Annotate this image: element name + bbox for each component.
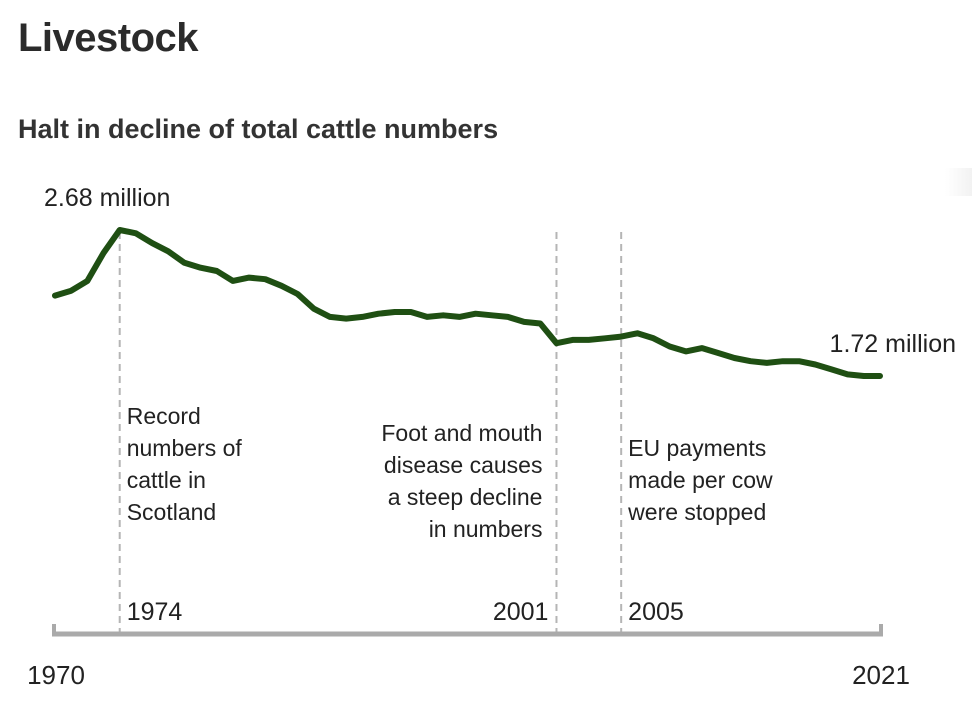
event-annotation-1974-line-4: Scotland [127,499,217,525]
event-annotation-2001-line-2: disease causes [384,452,543,478]
event-annotation-2001-line-3: a steep decline [388,484,543,510]
peak-value-label: 2.68 million [44,184,170,212]
x-tick-label-start: 1970 [27,660,85,690]
event-year-label-1974: 1974 [127,598,183,626]
event-annotation-2001-line-1: Foot and mouth [381,420,542,446]
x-axis [52,624,883,637]
cattle-numbers-line [52,227,883,379]
page-heading: Livestock [18,16,199,60]
event-year-label-2001: 2001 [493,598,549,626]
event-annotation-2005-line-3: were stopped [627,499,766,525]
latest-value-label: 1.72 million [830,330,956,358]
event-annotation-2001-line-4: in numbers [429,516,543,542]
chart-title: Halt in decline of total cattle numbers [18,114,499,144]
event-year-label-2005: 2005 [628,598,684,626]
edge-shade [945,168,972,196]
event-annotation-1974-line-1: Record [127,403,201,429]
x-tick-label-end: 2021 [852,660,910,690]
event-annotation-2005-line-2: made per cow [628,467,773,493]
event-annotation-1974-line-3: cattle in [127,467,206,493]
event-guide-lines [118,232,623,634]
event-annotation-1974-line-2: numbers of [127,435,243,461]
event-annotation-2005-line-1: EU payments [628,435,766,461]
chart-labels: 2.68 million 1.72 million 1970 2021 Record nu… [27,184,956,690]
